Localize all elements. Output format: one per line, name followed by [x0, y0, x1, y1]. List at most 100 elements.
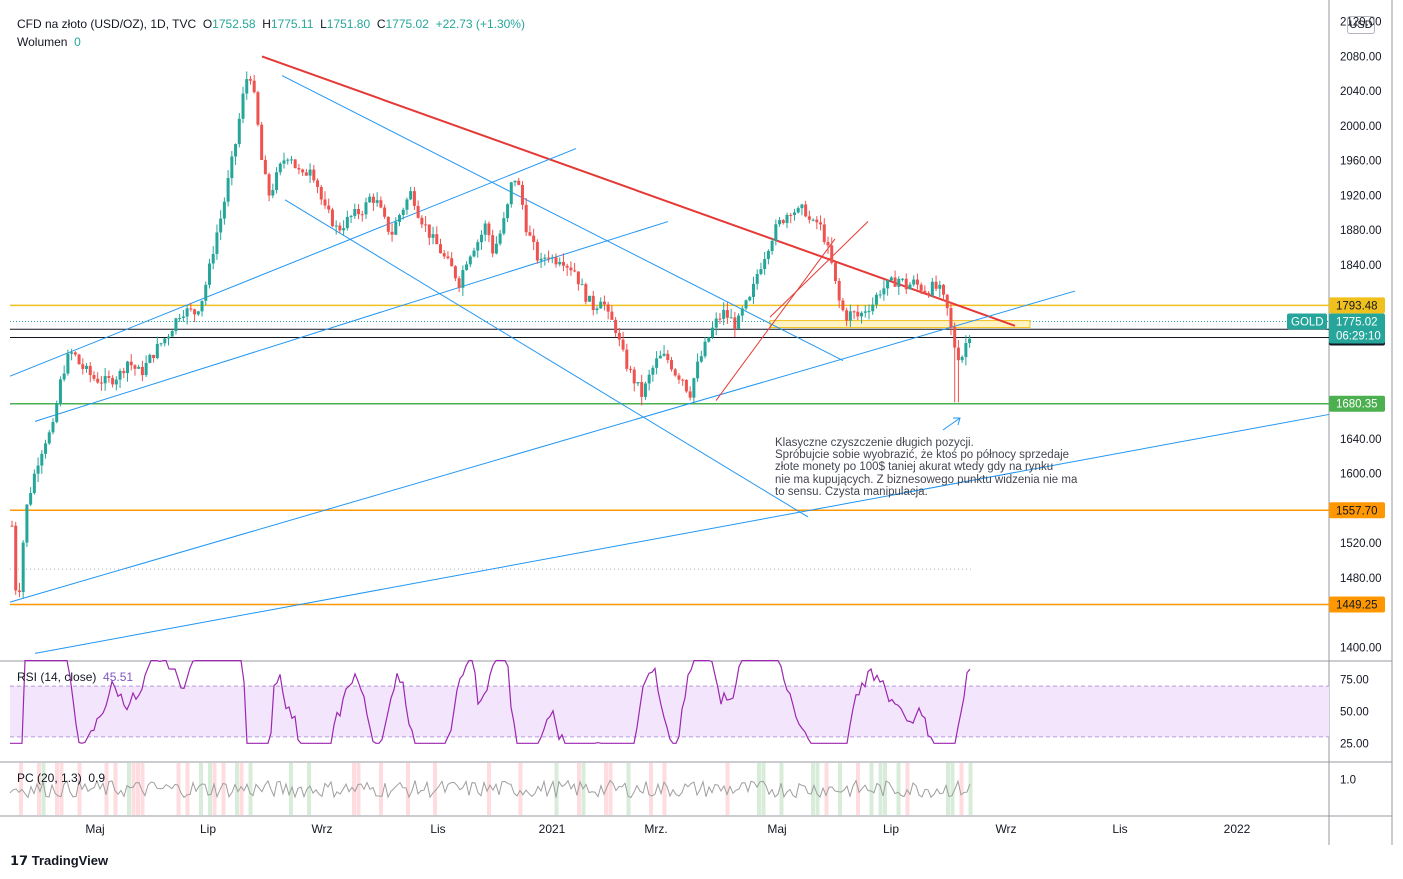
candle-body [368, 196, 372, 203]
pc-signal-bar [221, 763, 226, 815]
time-tick-label: Lip [883, 822, 899, 836]
candle-body [785, 214, 789, 224]
red-downtrend-line[interactable] [261, 55, 1016, 327]
price-level-badge [1329, 297, 1385, 314]
candle-body [666, 353, 670, 361]
candle-body [465, 264, 469, 271]
candle-body [506, 204, 510, 219]
candle-body [751, 283, 755, 297]
candle-body [230, 156, 234, 179]
candle-body [427, 224, 431, 238]
blue-down-channel-upper[interactable] [281, 75, 844, 362]
candle-body [513, 180, 517, 183]
candle-body [62, 373, 66, 380]
pc-signal-bar [176, 763, 181, 815]
pc-signal-bar [77, 763, 82, 815]
red-up-channel-upper[interactable] [769, 221, 869, 318]
candle-body [301, 169, 305, 173]
candle-body [684, 379, 688, 392]
candle-body [297, 167, 301, 170]
blue-long-trend-line[interactable] [34, 413, 1330, 654]
time-tick-label: Lip [200, 822, 216, 836]
candle-body [576, 271, 580, 285]
time-tick-label: 2022 [1224, 822, 1251, 836]
candle-body [874, 294, 878, 305]
pc-signal-bar [608, 763, 613, 815]
pc-signal-bar [946, 763, 950, 815]
blue-channel-upper-line[interactable] [9, 148, 577, 377]
pc-signal-bar [815, 763, 820, 815]
candle-body [651, 367, 655, 375]
candle-body [416, 205, 420, 218]
rsi-label: RSI (14, close) [17, 670, 97, 684]
candle-body [29, 493, 33, 505]
pc-legend[interactable]: PC (20, 1.3) 0.9 [17, 771, 105, 785]
rsi-legend[interactable]: RSI (14, close) 45.51 [17, 670, 133, 684]
candle-body [960, 356, 964, 361]
candle-body [256, 92, 260, 125]
candle-body [159, 343, 163, 345]
tradingview-logo[interactable]: 𝟭𝟳 TradingView [10, 853, 108, 869]
currency-button[interactable]: USD [1347, 16, 1375, 34]
pc-signal-bar [518, 763, 523, 815]
time-tick-label: Maj [767, 822, 786, 836]
candle-body [837, 281, 841, 301]
price-tick-label: 1640.00 [1340, 434, 1382, 446]
pc-signal-bar [554, 763, 559, 815]
close-value: 1775.02 [385, 17, 429, 31]
candle-body [360, 214, 364, 216]
candle-body [688, 391, 692, 398]
blue-channel-mid-line[interactable] [34, 221, 669, 422]
annotation-note[interactable]: Klasyczne czyszczenie długich pozycji. S… [775, 437, 1125, 498]
pc-signal-bar [113, 763, 118, 815]
annotation-arrow[interactable] [942, 417, 961, 431]
candle-body [435, 234, 439, 245]
symbol-badge[interactable] [1287, 313, 1327, 330]
red-up-channel-lower[interactable] [715, 238, 836, 401]
candle-body [710, 327, 714, 338]
bar-countdown-label: 06:29:10 [1336, 330, 1381, 342]
candle-body [207, 263, 211, 285]
blue-down-channel-lower[interactable] [284, 199, 809, 518]
pc-signal-bar [41, 763, 46, 815]
candle-body [878, 294, 882, 296]
candle-body [725, 310, 729, 318]
price-tick-label: 1960.00 [1340, 156, 1382, 168]
zone-rectangle[interactable] [769, 320, 1031, 329]
candle-body [804, 204, 808, 217]
change-value: +22.73 (+1.30%) [435, 17, 525, 31]
candle-body [234, 144, 238, 157]
candle-body [748, 296, 752, 301]
close-label: C [376, 17, 386, 31]
candle-body [733, 317, 737, 329]
candle-body [528, 232, 532, 236]
pc-signal-bar [883, 763, 887, 815]
low-value: 1751.80 [326, 17, 371, 31]
candle-body [47, 432, 51, 444]
candle-body [40, 453, 44, 466]
candle-body [707, 337, 711, 342]
candle-body [364, 202, 368, 215]
pc-signal-bar [131, 763, 136, 815]
candle-body [401, 209, 405, 216]
candle-body [897, 278, 901, 287]
candle-body [655, 358, 659, 368]
candle-body [714, 318, 718, 328]
candle-body [219, 218, 223, 233]
price-level-label: 1449.25 [1336, 600, 1378, 612]
candle-body [114, 379, 118, 385]
candle-body [703, 341, 707, 357]
candle-body [845, 310, 849, 321]
candle-body [379, 200, 383, 208]
candle-body [964, 343, 968, 357]
rsi-line[interactable] [10, 659, 971, 744]
candle-body [51, 422, 55, 433]
candle-body [152, 354, 156, 359]
candle-body [25, 504, 29, 543]
pc-line[interactable] [9, 779, 971, 799]
candle-body [770, 240, 774, 252]
blue-channel-lower-line[interactable] [9, 290, 1076, 603]
candle-body [535, 241, 539, 261]
candle-body [915, 279, 919, 285]
